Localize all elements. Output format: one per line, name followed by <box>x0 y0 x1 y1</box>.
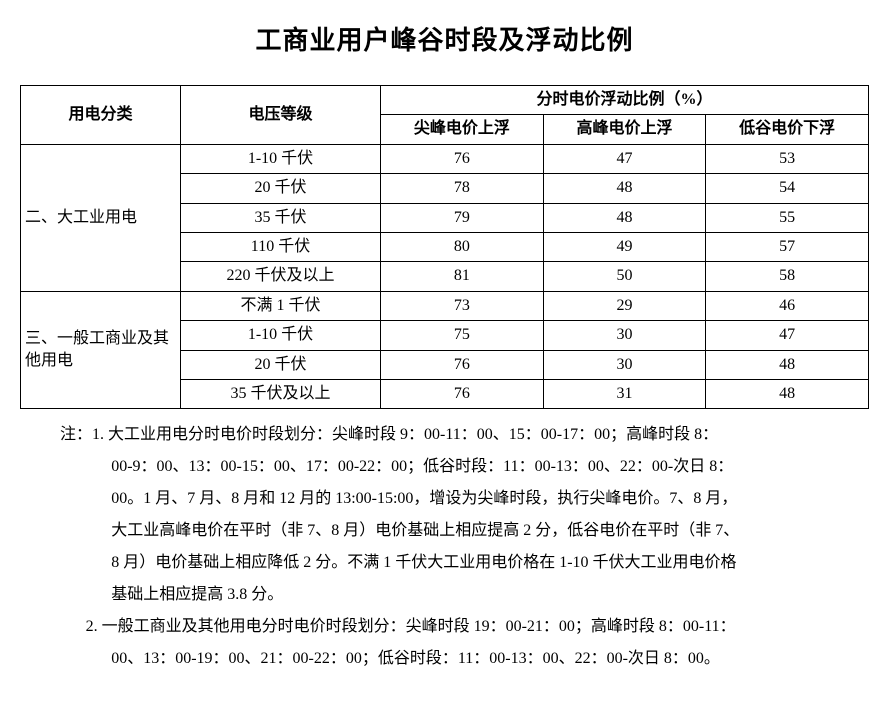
note-line: 00-9：00、13：00-15：00、17：00-22：00；低谷时段：11：… <box>60 451 869 483</box>
cell-peak-high: 48 <box>543 203 706 232</box>
cell-peak-high: 48 <box>543 174 706 203</box>
cell-peak-high: 49 <box>543 232 706 261</box>
table-row: 二、大工业用电 1-10 千伏 76 47 53 <box>21 144 869 173</box>
note-line: 大工业高峰电价在平时（非 7、8 月）电价基础上相应提高 2 分，低谷电价在平时… <box>60 515 869 547</box>
note-line: 2. 一般工商业及其他用电分时电价时段划分：尖峰时段 19：00-21：00；高… <box>60 611 869 643</box>
cell-valley: 57 <box>706 232 869 261</box>
cell-valley: 48 <box>706 350 869 379</box>
cell-peak-top: 76 <box>381 379 544 408</box>
cell-peak-top: 80 <box>381 232 544 261</box>
cell-peak-high: 30 <box>543 321 706 350</box>
cell-peak-top: 78 <box>381 174 544 203</box>
cell-valley: 48 <box>706 379 869 408</box>
note-line: 基础上相应提高 3.8 分。 <box>60 579 869 611</box>
cell-peak-high: 50 <box>543 262 706 291</box>
table-row: 三、一般工商业及其他用电 不满 1 千伏 73 29 46 <box>21 291 869 320</box>
cell-valley: 53 <box>706 144 869 173</box>
th-valley-low: 低谷电价下浮 <box>706 115 869 144</box>
cell-voltage: 20 千伏 <box>181 174 381 203</box>
cell-peak-high: 30 <box>543 350 706 379</box>
cell-peak-high: 47 <box>543 144 706 173</box>
cell-voltage: 110 千伏 <box>181 232 381 261</box>
tariff-table: 用电分类 电压等级 分时电价浮动比例（%） 尖峰电价上浮 高峰电价上浮 低谷电价… <box>20 85 869 409</box>
cell-voltage: 1-10 千伏 <box>181 321 381 350</box>
note-line: 00。1 月、7 月、8 月和 12 月的 13:00-15:00，增设为尖峰时… <box>60 483 869 515</box>
note-line: 8 月）电价基础上相应降低 2 分。不满 1 千伏大工业用电价格在 1-10 千… <box>60 547 869 579</box>
page-title: 工商业用户峰谷时段及浮动比例 <box>20 20 869 57</box>
cell-voltage: 1-10 千伏 <box>181 144 381 173</box>
cell-valley: 54 <box>706 174 869 203</box>
cell-valley: 47 <box>706 321 869 350</box>
notes-block: 注：1. 大工业用电分时电价时段划分：尖峰时段 9：00-11：00、15：00… <box>60 419 869 675</box>
cell-valley: 58 <box>706 262 869 291</box>
cat3-label: 三、一般工商业及其他用电 <box>21 291 181 409</box>
th-voltage: 电压等级 <box>181 86 381 145</box>
cell-peak-high: 29 <box>543 291 706 320</box>
cell-valley: 46 <box>706 291 869 320</box>
cat2-label: 二、大工业用电 <box>21 144 181 291</box>
cell-voltage: 不满 1 千伏 <box>181 291 381 320</box>
cell-peak-top: 73 <box>381 291 544 320</box>
th-peak-top: 尖峰电价上浮 <box>381 115 544 144</box>
th-category: 用电分类 <box>21 86 181 145</box>
cell-voltage: 35 千伏 <box>181 203 381 232</box>
cell-peak-top: 75 <box>381 321 544 350</box>
cell-peak-top: 76 <box>381 144 544 173</box>
note-line: 00、13：00-19：00、21：00-22：00；低谷时段：11：00-13… <box>60 643 869 675</box>
cell-peak-top: 79 <box>381 203 544 232</box>
header-row-1: 用电分类 电压等级 分时电价浮动比例（%） <box>21 86 869 115</box>
cell-voltage: 35 千伏及以上 <box>181 379 381 408</box>
th-float-group: 分时电价浮动比例（%） <box>381 86 869 115</box>
cell-peak-top: 81 <box>381 262 544 291</box>
th-peak-high: 高峰电价上浮 <box>543 115 706 144</box>
cell-valley: 55 <box>706 203 869 232</box>
note-line: 注：1. 大工业用电分时电价时段划分：尖峰时段 9：00-11：00、15：00… <box>60 419 869 451</box>
cell-peak-top: 76 <box>381 350 544 379</box>
cell-voltage: 220 千伏及以上 <box>181 262 381 291</box>
cell-peak-high: 31 <box>543 379 706 408</box>
cell-voltage: 20 千伏 <box>181 350 381 379</box>
